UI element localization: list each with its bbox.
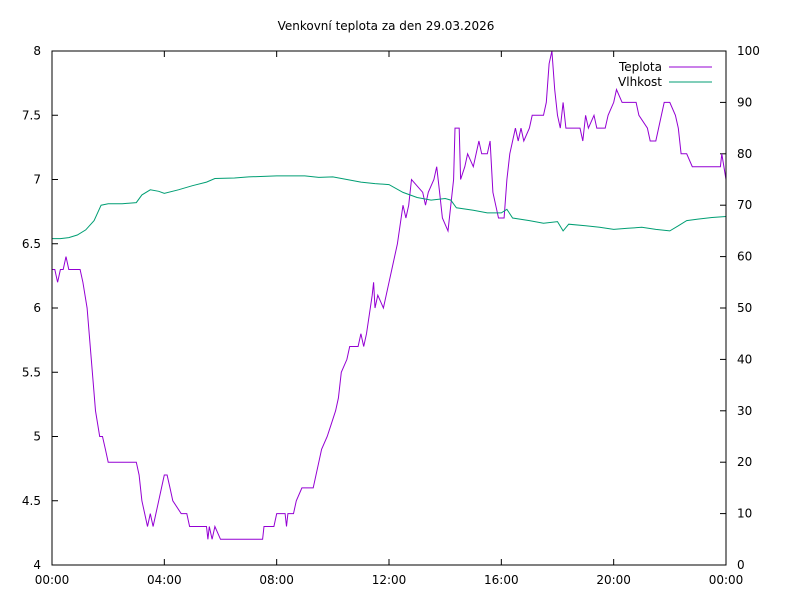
x-tick-label: 00:00 bbox=[35, 573, 70, 587]
y-right-tick-label: 40 bbox=[737, 352, 752, 366]
y-right-tick-label: 60 bbox=[737, 250, 752, 264]
series-line-vlhkost bbox=[52, 175, 727, 240]
y-left-tick-label: 8 bbox=[33, 44, 41, 58]
y-right-tick-label: 20 bbox=[737, 455, 752, 469]
y-left-tick-label: 7.5 bbox=[22, 108, 41, 122]
axis-ticks: 00:00 04:00 08:00 12:00 16:00 20:00 00:0044.55… bbox=[22, 44, 760, 587]
y-left-tick-label: 5.5 bbox=[22, 365, 41, 379]
y-right-tick-label: 100 bbox=[737, 44, 760, 58]
y-left-tick-label: 7 bbox=[33, 173, 41, 187]
legend-label: Vlhkost bbox=[618, 75, 662, 89]
y-left-tick-label: 6.5 bbox=[22, 237, 41, 251]
legend-label: Teplota bbox=[618, 60, 662, 74]
y-right-tick-label: 30 bbox=[737, 404, 752, 418]
x-tick-label: 12:00 bbox=[372, 573, 407, 587]
y-right-tick-label: 90 bbox=[737, 95, 752, 109]
y-left-tick-label: 6 bbox=[33, 301, 41, 315]
x-tick-label: 16:00 bbox=[484, 573, 519, 587]
chart-title: Venkovní teplota za den 29.03.2026 bbox=[278, 19, 495, 33]
y-right-tick-label: 80 bbox=[737, 147, 752, 161]
y-right-tick-label: 10 bbox=[737, 507, 752, 521]
x-tick-label: 20:00 bbox=[596, 573, 631, 587]
y-left-tick-label: 4.5 bbox=[22, 494, 41, 508]
y-left-tick-label: 4 bbox=[33, 558, 41, 572]
y-right-tick-label: 0 bbox=[737, 558, 745, 572]
y-left-tick-label: 5 bbox=[33, 430, 41, 444]
x-tick-label: 00:00 bbox=[709, 573, 744, 587]
series-line-teplota bbox=[52, 50, 727, 540]
series-group bbox=[52, 50, 727, 540]
x-tick-label: 04:00 bbox=[147, 573, 182, 587]
x-tick-label: 08:00 bbox=[259, 573, 294, 587]
plot-frame bbox=[51, 50, 727, 566]
y-right-tick-label: 70 bbox=[737, 198, 752, 212]
y-right-tick-label: 50 bbox=[737, 301, 752, 315]
